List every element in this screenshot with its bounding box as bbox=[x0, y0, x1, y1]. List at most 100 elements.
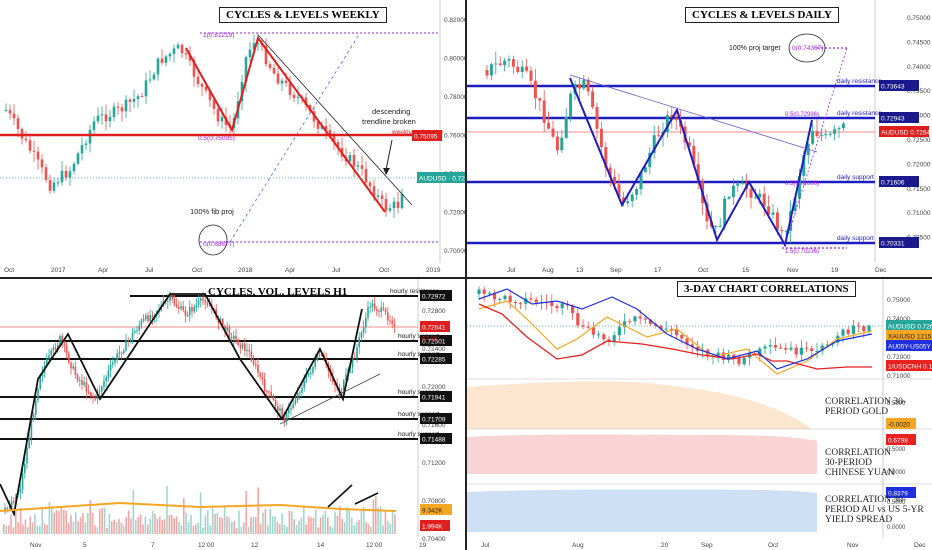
daily-price-tag-bg bbox=[879, 126, 929, 137]
hourly-volume-bar bbox=[267, 525, 269, 534]
hourly-candle bbox=[125, 339, 127, 351]
hourly-candle bbox=[277, 406, 279, 411]
hourly-candle bbox=[332, 375, 334, 383]
hourly-volume-bar bbox=[36, 525, 39, 534]
daily-candle bbox=[569, 93, 573, 117]
corr-candle bbox=[846, 329, 850, 334]
hourly-candle bbox=[65, 345, 68, 354]
weekly-candle bbox=[368, 182, 372, 187]
hourly-candle bbox=[147, 315, 149, 322]
daily-candle bbox=[516, 66, 520, 72]
daily-low-fib: 1.5(0.70236) bbox=[785, 249, 819, 255]
hourly-volume-bar bbox=[144, 516, 147, 534]
hourly-candle bbox=[303, 380, 305, 388]
weekly-candle bbox=[320, 126, 324, 129]
weekly-candle bbox=[272, 67, 276, 74]
hourly-volume-tag-bg bbox=[420, 504, 452, 515]
hourly-volume-bar bbox=[123, 525, 125, 534]
daily-y-tick: 0.73500 bbox=[907, 88, 931, 95]
hourly-level-label: hourly support bbox=[398, 431, 439, 438]
hourly-candle bbox=[239, 344, 242, 348]
corr-candle bbox=[617, 327, 621, 336]
daily-candle bbox=[815, 131, 819, 137]
hourly-candle bbox=[189, 307, 191, 316]
daily-candle bbox=[749, 188, 753, 198]
daily-candle bbox=[731, 185, 735, 197]
hourly-level-label: hourly support bbox=[398, 389, 439, 396]
corr-series-tag: AUDUSD 0.72641 bbox=[888, 324, 932, 331]
weekly-candle bbox=[124, 99, 128, 112]
weekly-x-tick: 2017 bbox=[51, 267, 66, 274]
corr-x-tick: Jul bbox=[481, 542, 490, 549]
daily-candle bbox=[727, 196, 731, 199]
hourly-candle bbox=[261, 376, 264, 380]
hourly-candle bbox=[391, 320, 393, 324]
hourly-x-tick: 12:00 bbox=[198, 542, 215, 549]
weekly-arrow bbox=[385, 139, 393, 171]
daily-candle bbox=[626, 201, 630, 204]
hourly-candle bbox=[266, 391, 268, 393]
hourly-candle bbox=[290, 408, 292, 410]
corr-candle bbox=[763, 346, 767, 349]
corr-candle bbox=[685, 338, 689, 345]
weekly-candle bbox=[36, 151, 40, 160]
weekly-candle bbox=[376, 195, 380, 197]
daily-trendline bbox=[569, 74, 818, 153]
vertical-divider bbox=[465, 0, 467, 550]
weekly-candle bbox=[168, 53, 172, 57]
hourly-x-tick: 14 bbox=[317, 542, 325, 549]
weekly-candle bbox=[380, 195, 384, 199]
daily-candle bbox=[560, 137, 564, 151]
hourly-volume-bar bbox=[72, 522, 75, 534]
corr-candle bbox=[581, 325, 585, 327]
hourly-volume-bar bbox=[231, 521, 233, 534]
hourly-volume-bar bbox=[111, 521, 113, 534]
daily-candle bbox=[613, 176, 617, 185]
corr-candle bbox=[841, 329, 845, 336]
hourly-candle bbox=[206, 302, 209, 306]
hourly-candle bbox=[259, 373, 261, 377]
hourly-candle bbox=[109, 364, 112, 371]
corr-candle bbox=[560, 303, 564, 309]
hourly-volume-tag2-bg bbox=[420, 520, 450, 531]
weekly-candle bbox=[248, 49, 252, 58]
hourly-volume-trend bbox=[327, 484, 353, 508]
hourly-chart[interactable]: 0.72800 0.72400 0.72000 0.71600 0.71200 0.708… bbox=[0, 279, 465, 550]
hourly-candle bbox=[175, 304, 178, 307]
hourly-candle bbox=[54, 347, 57, 350]
hourly-volume-bar bbox=[375, 496, 377, 534]
daily-x-tick: Jul bbox=[507, 267, 516, 274]
daily-chart[interactable]: 0.750000.745000.740000.735000.730000.725… bbox=[467, 0, 932, 277]
weekly-fib-bottom-label: 0(0.68877) bbox=[203, 241, 234, 248]
weekly-candle bbox=[360, 165, 364, 169]
corr-candle bbox=[737, 358, 741, 365]
correlation-chart[interactable]: 0.750000.740000.730000.720000.71000JulAu… bbox=[467, 279, 932, 550]
weekly-candle bbox=[284, 80, 288, 83]
hourly-candle bbox=[59, 335, 61, 345]
hourly-volume-bar bbox=[211, 507, 214, 534]
daily-level-tag: 0.72943 bbox=[881, 116, 905, 123]
daily-candle bbox=[498, 63, 502, 65]
hourly-volume-bar bbox=[151, 510, 154, 534]
corr-series-tag: 1/USDCNH 0.14 bbox=[888, 364, 932, 371]
hourly-candle bbox=[365, 317, 367, 328]
hourly-title: CYCLES, VOL, LEVELS H1 bbox=[208, 286, 348, 298]
hourly-candle bbox=[19, 489, 22, 493]
hourly-volume-bar bbox=[384, 511, 387, 534]
weekly-trendline bbox=[257, 34, 413, 206]
hourly-volume-bar bbox=[51, 506, 53, 534]
hourly-candle bbox=[230, 337, 233, 339]
hourly-candle bbox=[208, 305, 211, 307]
weekly-chart[interactable]: 0.820000.800000.780000.760000.740000.720… bbox=[0, 0, 465, 277]
weekly-candle bbox=[324, 126, 328, 131]
weekly-candle bbox=[64, 170, 68, 178]
hourly-y-tick: 0.72400 bbox=[422, 346, 446, 353]
hourly-volume-bar bbox=[346, 507, 348, 534]
daily-candle bbox=[520, 66, 524, 72]
daily-mid-fib: 0.5(0.72996) bbox=[785, 112, 819, 118]
hourly-volume-bar bbox=[103, 507, 106, 534]
hourly-volume-bar bbox=[55, 510, 58, 534]
hourly-price-tag-bg bbox=[420, 321, 450, 332]
corr-candle bbox=[659, 325, 663, 330]
